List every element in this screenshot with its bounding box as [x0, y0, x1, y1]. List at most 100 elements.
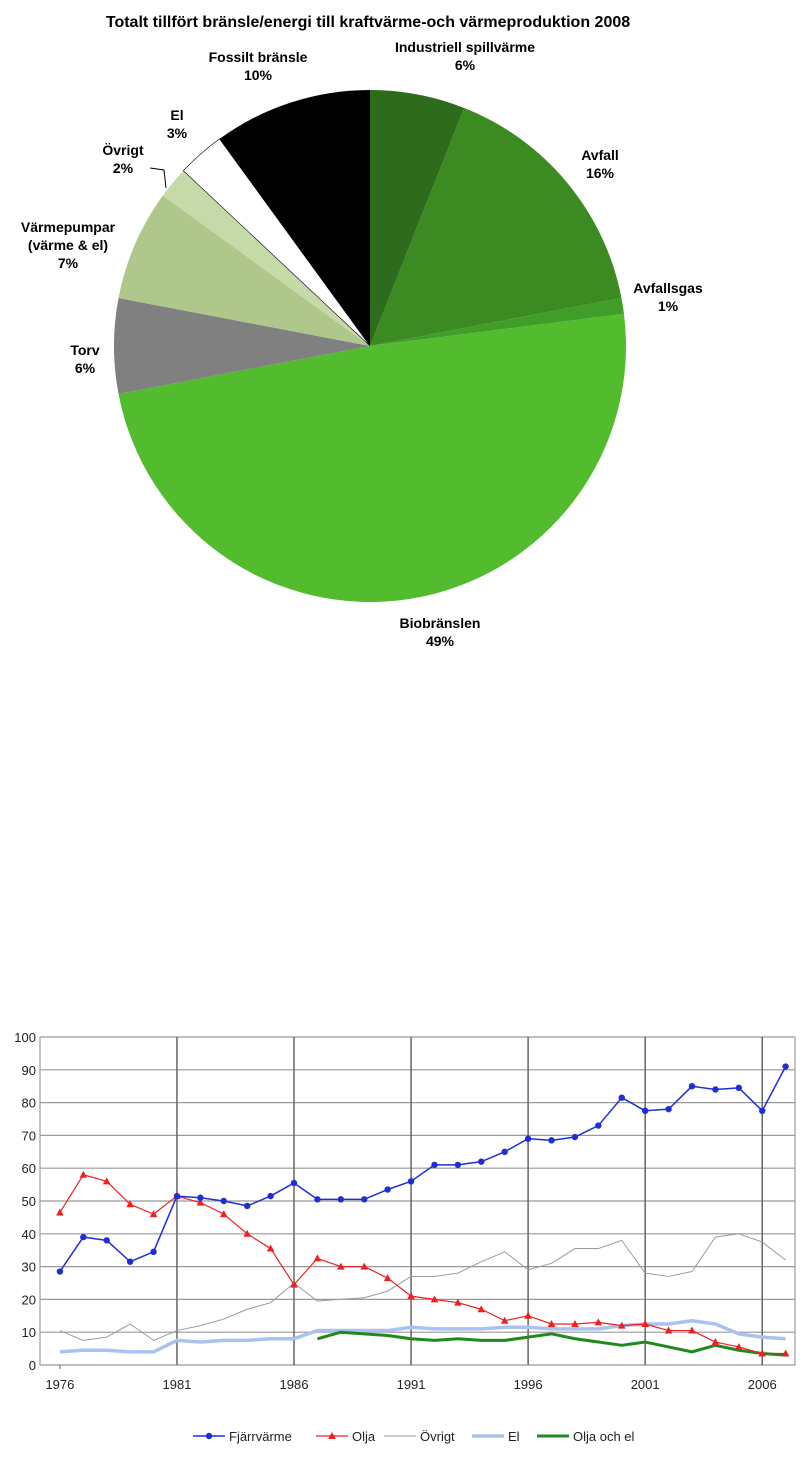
slice-name: Fossilt bränsle — [208, 49, 308, 65]
slice-value: 3% — [166, 125, 188, 141]
marker — [56, 1208, 64, 1216]
marker — [266, 1244, 275, 1252]
slice-value: 1% — [657, 298, 679, 314]
marker — [103, 1237, 110, 1244]
marker — [243, 1229, 251, 1237]
marker — [547, 1320, 556, 1327]
marker — [384, 1186, 391, 1193]
slice-name: Torv — [70, 342, 100, 358]
marker — [711, 1338, 720, 1346]
marker — [524, 1135, 532, 1142]
marker — [219, 1210, 228, 1218]
slice-label: Värmepumpar (värme & el) 7% — [21, 218, 115, 272]
marker — [759, 1107, 766, 1115]
series-line — [59, 1066, 787, 1272]
y-tick-label: 100 — [14, 1030, 36, 1045]
pie-slice — [182, 138, 371, 347]
slice-value: 10% — [243, 67, 273, 83]
marker — [361, 1196, 368, 1203]
y-tick-label: 60 — [22, 1161, 36, 1176]
marker — [477, 1305, 486, 1313]
marker — [290, 1179, 298, 1187]
slice-value: 6% — [74, 360, 96, 376]
legend-label: El — [508, 1429, 520, 1444]
marker — [524, 1311, 532, 1319]
series-line — [317, 1330, 786, 1357]
marker — [665, 1105, 672, 1113]
marker — [126, 1258, 134, 1265]
slice-name: Industriell spillvärme — [394, 39, 536, 55]
marker — [290, 1280, 298, 1288]
x-tick-label: 1991 — [397, 1377, 426, 1392]
y-tick-label: 30 — [22, 1260, 36, 1275]
y-tick-label: 10 — [22, 1325, 36, 1340]
marker — [594, 1318, 603, 1326]
slice-value: 2% — [112, 160, 134, 176]
x-tick-label: 1981 — [162, 1377, 191, 1392]
marker — [454, 1298, 462, 1306]
marker — [337, 1196, 345, 1203]
pie-slice — [370, 90, 465, 346]
pie-slice — [370, 298, 624, 346]
plot-area — [39, 1036, 796, 1366]
marker — [454, 1161, 462, 1169]
x-tick-label: 1996 — [514, 1377, 543, 1392]
marker — [571, 1320, 579, 1327]
pie-slice — [219, 90, 370, 346]
y-tick-label: 50 — [22, 1194, 36, 1209]
marker — [735, 1084, 743, 1092]
marker — [150, 1248, 157, 1256]
y-tick-label: 80 — [22, 1096, 36, 1111]
marker — [196, 1198, 205, 1206]
pie-slice — [162, 170, 370, 346]
slice-label: El 3% — [167, 106, 187, 142]
marker — [688, 1083, 696, 1090]
slice-label: Torv 6% — [70, 341, 99, 377]
marker — [641, 1107, 649, 1115]
series-line — [59, 1318, 786, 1354]
slice-label: Fossilt bränsle 10% — [209, 48, 308, 84]
marker — [571, 1133, 579, 1141]
slice-name: Övrigt — [102, 142, 144, 158]
leader-line — [149, 167, 167, 189]
slice-value: 16% — [585, 165, 615, 181]
y-tick-label: 0 — [29, 1358, 36, 1373]
marker — [173, 1192, 181, 1200]
marker — [500, 1316, 509, 1324]
pie-chart: Totalt tillfört bränsle/energi till kraf… — [106, 14, 630, 603]
marker — [360, 1262, 369, 1270]
x-tick-label: 1976 — [45, 1377, 74, 1392]
pie-slice — [114, 298, 370, 394]
slice-label: Biobränslen 49% — [400, 614, 481, 650]
pie-slice — [118, 313, 627, 603]
y-tick-label: 40 — [22, 1227, 36, 1242]
marker — [407, 1292, 415, 1300]
marker — [430, 1295, 439, 1303]
marker — [431, 1161, 438, 1169]
legend-label: Olja — [352, 1429, 376, 1444]
legend-label: Olja och el — [573, 1429, 635, 1444]
marker — [617, 1321, 626, 1329]
marker — [501, 1148, 508, 1156]
marker — [478, 1158, 485, 1165]
slice-label: Industriell spillvärme 6% — [395, 38, 535, 74]
marker — [313, 1254, 322, 1262]
marker — [407, 1178, 415, 1185]
marker — [712, 1086, 719, 1093]
slice-name: El — [170, 107, 184, 123]
series-line — [59, 1174, 786, 1355]
y-tick-label: 20 — [22, 1292, 36, 1307]
x-tick-label: 2006 — [748, 1377, 777, 1392]
marker — [197, 1194, 204, 1201]
legend-label: Övrigt — [420, 1429, 455, 1444]
y-tick-label: 90 — [22, 1063, 36, 1078]
pie-slice — [370, 107, 622, 346]
slice-label: Avfallsgas 1% — [633, 279, 703, 315]
legend-marker — [328, 1432, 336, 1439]
marker — [173, 1192, 181, 1200]
slice-name: Avfall — [581, 147, 619, 163]
slice-name: Värmepumpar (värme & el) — [20, 219, 116, 253]
slice-name: Avfallsgas — [633, 280, 703, 296]
marker — [243, 1202, 251, 1210]
